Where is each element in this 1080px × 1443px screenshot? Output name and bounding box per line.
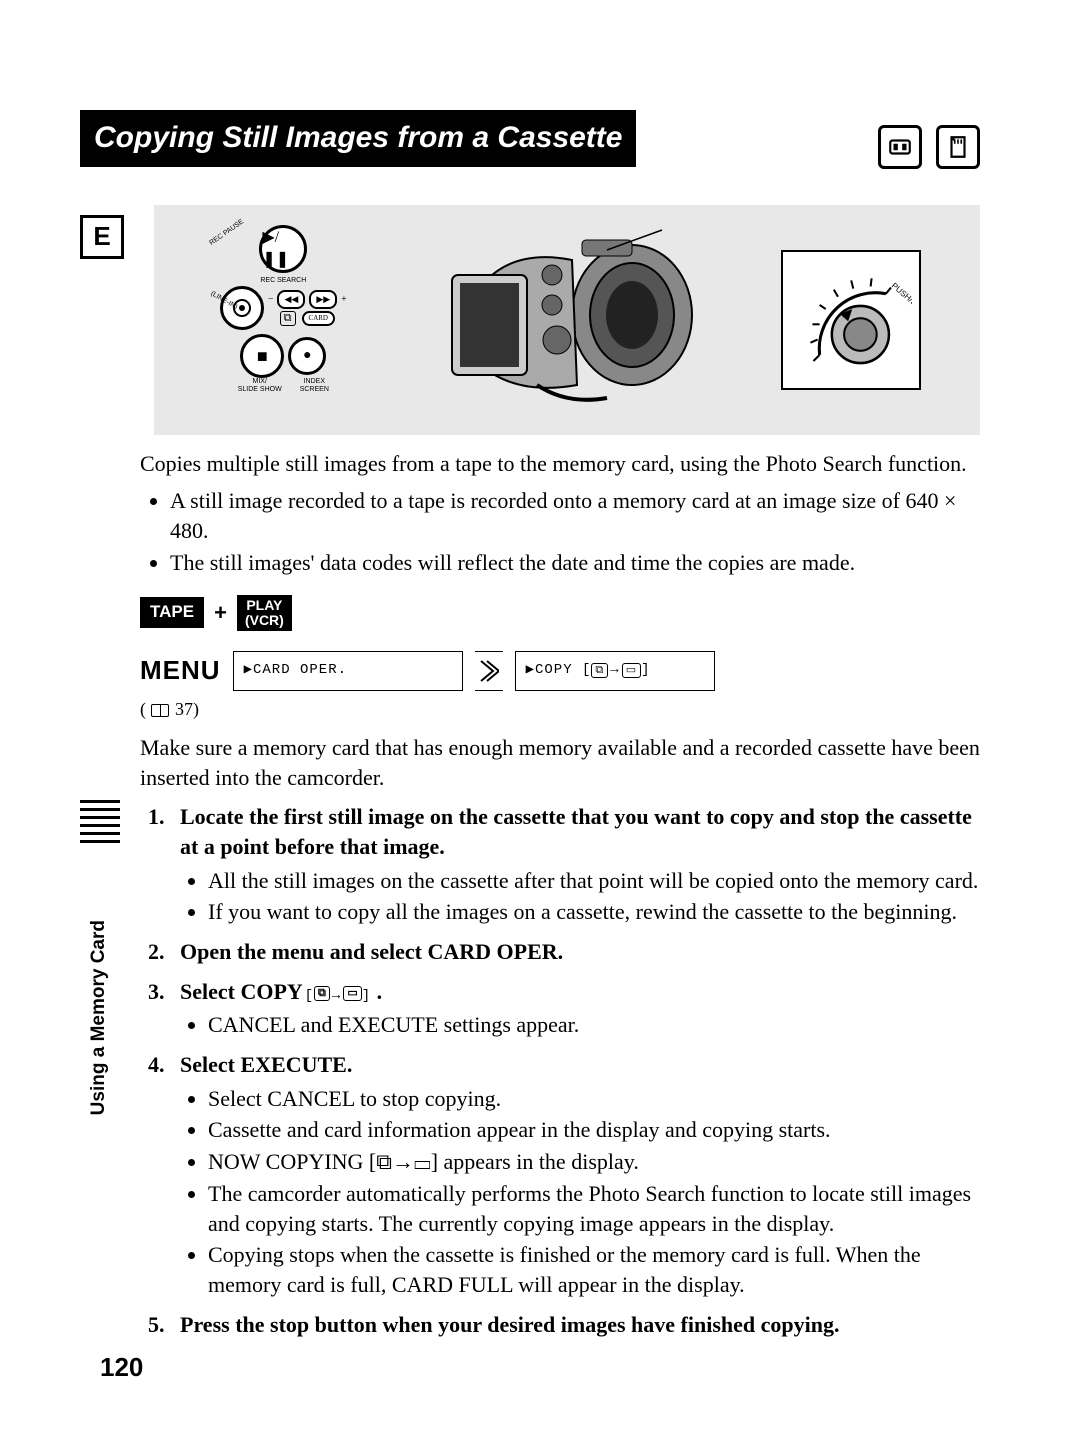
plus-icon: + [214,598,227,628]
step-bullet: NOW COPYING [⧉→▭] appears in the display… [208,1147,980,1177]
stop-icon: ■ [257,344,268,368]
tape-glyph-icon: ⧉ [314,986,330,1001]
page-number: 120 [100,1350,143,1385]
index-screen-label: INDEX SCREEN [300,378,329,393]
tape-glyph-icon: ⧉ [591,663,608,678]
record-icon: ● [303,347,311,366]
title-row: Copying Still Images from a Cassette [80,110,980,185]
book-icon [151,704,169,717]
step-bullet: If you want to copy all the images on a … [208,897,980,927]
step-head: Locate the first still image on the cass… [180,804,972,859]
intro-text: Copies multiple still images from a tape… [140,449,980,479]
tape-badge: TAPE [140,597,204,628]
side-lines-icon [80,800,120,848]
intro-bullets: A still image recorded to a tape is reco… [140,486,980,577]
step-head: Press the stop button when your desired … [180,1312,839,1337]
push-select-label: PUSH/SELECT [890,281,912,324]
step-bullet: All the still images on the cassette aft… [208,866,980,896]
play-vcr-badge: PLAY (VCR) [237,595,292,630]
page-title: Copying Still Images from a Cassette [80,110,636,167]
tape-mode-icon [878,125,922,169]
menu-separator-icon [475,651,503,691]
menu-page-ref: ( 37) [140,697,980,721]
play-pause-icon: ▶/❚❚ [262,227,304,270]
step-bullet: Copying stops when the cassette is finis… [208,1240,980,1299]
menu-cell-copy: ▶COPY [ ⧉ → ▭ ] [515,651,715,691]
step-item: Select EXECUTE. Select CANCEL to stop co… [170,1050,980,1300]
menu-path-row: MENU ▶CARD OPER. ▶COPY [ ⧉ → ▭ ] [140,651,980,691]
step-item: Locate the first still image on the cass… [170,802,980,927]
arrow-right-icon: → [608,661,621,680]
step-bullet: Select CANCEL to stop copying. [208,1084,980,1114]
tape-small-icon: ⧉ [280,311,296,326]
camcorder-icon [432,220,702,420]
section-tab: Using a Memory Card [86,920,112,1115]
step-head: Open the menu and select CARD OPER. [180,939,563,964]
card-glyph-icon: ▭ [343,986,361,1001]
step-item: Open the menu and select CARD OPER. [170,937,980,967]
intro-bullet: The still images' data codes will reflec… [170,548,980,578]
card-glyph-icon: ▭ [622,663,641,678]
controls-panel-icon: ▶/❚❚ REC PAUSE REC SEARCH − ◀◀ ▶▶ + ⧉ [213,225,353,415]
hero-illustration: ▶/❚❚ REC PAUSE REC SEARCH − ◀◀ ▶▶ + ⧉ [154,205,980,435]
mix-slideshow-label: MIX/ SLIDE SHOW [238,378,282,393]
step-bullet: The camcorder automatically performs the… [208,1179,980,1238]
menu-label: MENU [140,653,221,688]
step-item: Press the stop button when your desired … [170,1310,980,1340]
selector-dial-callout: PUSH/SELECT [781,250,921,390]
intro-bullet: A still image recorded to a tape is reco… [170,486,980,545]
mode-row: TAPE + PLAY (VCR) [140,595,980,630]
step-bullet: Cassette and card information appear in … [208,1115,980,1145]
pre-steps-text: Make sure a memory card that has enough … [140,733,980,792]
card-label: CARD [302,311,335,326]
menu-cell-card-oper: ▶CARD OPER. [233,651,463,691]
step-item: Select COPY [⧉→▭] . CANCEL and EXECUTE s… [170,977,980,1040]
step-head: Select EXECUTE. [180,1052,352,1077]
steps-list: Locate the first still image on the cass… [140,802,980,1339]
arrow-right-icon: → [330,988,343,1004]
card-mode-icon [936,125,980,169]
step-head: Select COPY [⧉→▭] . [180,979,382,1004]
hero-illustration-row: E ▶/❚❚ REC PAUSE REC SEARCH − ◀◀ ▶▶ + [80,205,980,435]
rec-pause-label: REC PAUSE [209,218,246,247]
step-bullet: CANCEL and EXECUTE settings appear. [208,1010,980,1040]
rec-search-label: REC SEARCH [213,277,353,285]
language-badge: E [80,215,124,259]
